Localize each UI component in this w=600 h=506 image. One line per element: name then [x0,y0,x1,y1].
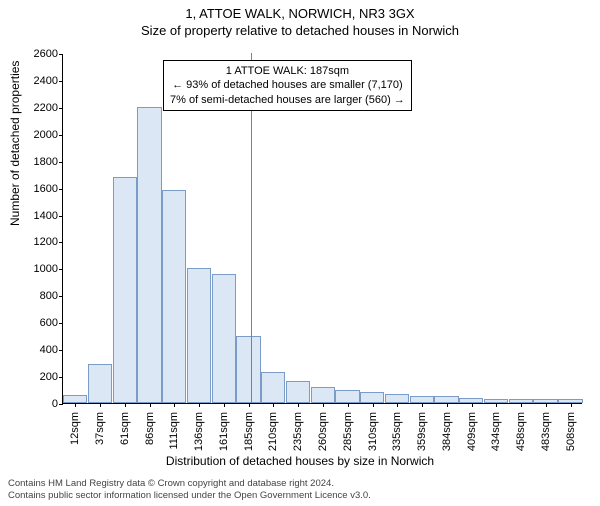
y-tick-mark [59,269,63,270]
x-tick-label: 458sqm [515,412,527,451]
y-tick-label: 2400 [34,75,58,87]
x-tick-mark [546,403,547,407]
x-tick-label: 335sqm [391,412,403,451]
histogram-bar [162,190,186,403]
x-tick-mark [150,403,151,407]
plot-region: 0200400600800100012001400160018002000220… [62,54,582,404]
y-tick-mark [59,81,63,82]
histogram-bar [311,387,335,403]
x-tick-mark [373,403,374,407]
x-tick-label: 111sqm [168,412,180,450]
histogram-bar [236,336,260,403]
x-tick-mark [422,403,423,407]
x-tick-label: 384sqm [441,412,453,451]
x-tick-mark [496,403,497,407]
x-tick-mark [125,403,126,407]
x-tick-mark [298,403,299,407]
y-tick-label: 1200 [34,236,58,248]
x-tick-mark [174,403,175,407]
footer-line-2: Contains public sector information licen… [8,490,371,502]
y-tick-mark [59,242,63,243]
y-tick-label: 1800 [34,156,58,168]
chart-area: 0200400600800100012001400160018002000220… [62,54,582,404]
footer-attribution: Contains HM Land Registry data © Crown c… [8,478,371,502]
y-tick-label: 200 [40,371,58,383]
y-tick-label: 0 [52,398,58,410]
y-tick-mark [59,404,63,405]
histogram-bar [187,268,211,403]
y-tick-mark [59,135,63,136]
x-tick-label: 310sqm [367,412,379,451]
y-tick-mark [59,350,63,351]
x-tick-mark [472,403,473,407]
histogram-bar [88,364,112,403]
y-tick-mark [59,189,63,190]
x-tick-label: 434sqm [490,412,502,451]
histogram-bar [286,381,310,403]
x-tick-mark [100,403,101,407]
x-tick-label: 235sqm [292,412,304,451]
x-tick-mark [521,403,522,407]
histogram-bar [212,274,236,403]
x-axis-label: Distribution of detached houses by size … [0,454,600,468]
y-tick-mark [59,323,63,324]
y-tick-mark [59,296,63,297]
x-tick-label: 12sqm [69,412,81,445]
histogram-bar [261,372,285,403]
y-tick-label: 2000 [34,129,58,141]
y-tick-mark [59,54,63,55]
y-tick-mark [59,162,63,163]
x-tick-mark [323,403,324,407]
x-tick-label: 185sqm [243,412,255,451]
footer-line-1: Contains HM Land Registry data © Crown c… [8,478,371,490]
x-tick-mark [199,403,200,407]
info-line-3: 7% of semi-detached houses are larger (5… [170,93,405,107]
y-tick-mark [59,377,63,378]
x-tick-mark [249,403,250,407]
x-tick-mark [447,403,448,407]
x-tick-mark [75,403,76,407]
x-tick-label: 86sqm [144,412,156,445]
info-line-1: 1 ATTOE WALK: 187sqm [170,64,405,78]
y-tick-mark [59,216,63,217]
x-tick-label: 37sqm [94,412,106,445]
histogram-bar [113,177,137,403]
y-tick-label: 800 [40,290,58,302]
x-tick-label: 508sqm [565,412,577,451]
y-tick-label: 1600 [34,183,58,195]
x-tick-label: 285sqm [342,412,354,451]
x-tick-label: 359sqm [416,412,428,451]
chart-title-main: 1, ATTOE WALK, NORWICH, NR3 3GX [0,6,600,21]
info-line-2: ← 93% of detached houses are smaller (7,… [170,78,405,92]
y-tick-mark [59,108,63,109]
y-tick-label: 1000 [34,263,58,275]
x-tick-label: 161sqm [218,412,230,451]
x-tick-label: 136sqm [193,412,205,451]
x-tick-label: 409sqm [466,412,478,451]
histogram-bar [63,395,87,403]
x-tick-label: 260sqm [317,412,329,451]
histogram-bar [335,390,359,403]
x-tick-mark [224,403,225,407]
y-tick-label: 2200 [34,102,58,114]
x-tick-label: 61sqm [119,412,131,445]
chart-title-sub: Size of property relative to detached ho… [0,23,600,38]
x-tick-label: 483sqm [540,412,552,451]
histogram-bar [434,396,458,403]
x-tick-mark [348,403,349,407]
x-tick-label: 210sqm [267,412,279,451]
y-tick-label: 400 [40,344,58,356]
y-tick-label: 2600 [34,48,58,60]
histogram-bar [410,396,434,403]
y-tick-label: 600 [40,317,58,329]
y-tick-label: 1400 [34,210,58,222]
x-tick-mark [397,403,398,407]
histogram-bar [385,394,409,403]
histogram-bar [137,107,161,403]
x-tick-mark [571,403,572,407]
histogram-bar [360,392,384,403]
x-tick-mark [273,403,274,407]
info-box: 1 ATTOE WALK: 187sqm← 93% of detached ho… [163,60,412,111]
y-axis-label: Number of detached properties [8,61,22,226]
